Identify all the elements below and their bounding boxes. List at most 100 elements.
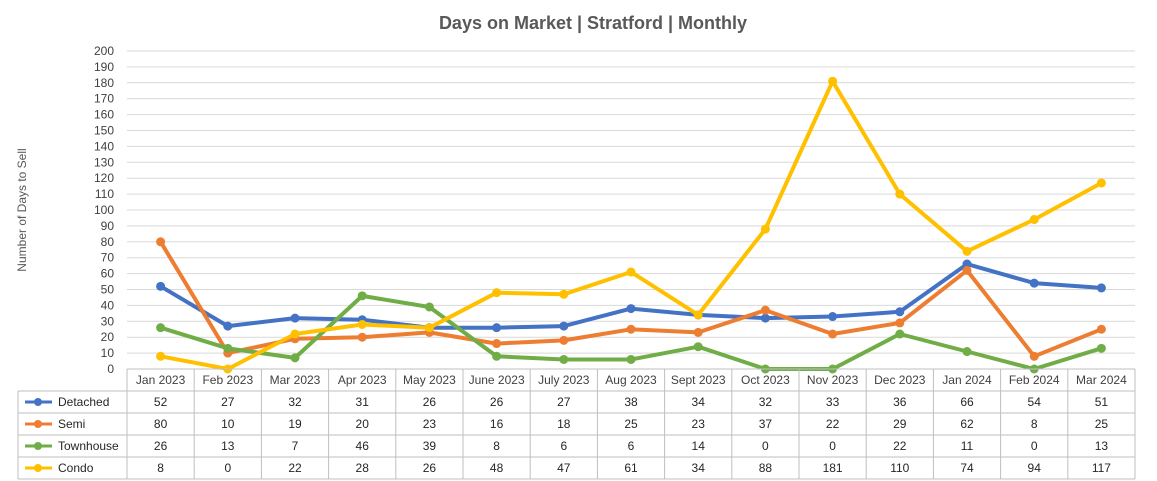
data-point-semi: [895, 318, 905, 328]
table-cell: 0: [829, 439, 836, 453]
table-cell: 27: [557, 395, 571, 409]
data-point-semi: [357, 332, 367, 342]
table-cell: 26: [423, 395, 437, 409]
y-tick-label: 0: [107, 362, 114, 376]
table-cell: 19: [288, 417, 302, 431]
table-cell: 0: [224, 461, 231, 475]
data-point-semi: [626, 324, 636, 334]
table-cell: 7: [292, 439, 299, 453]
data-table: Jan 2023 Feb 2023 Mar 2023 Apr 2023 May 2023…: [17, 368, 1136, 480]
data-point-semi: [760, 305, 770, 315]
table-cell: 25: [624, 417, 638, 431]
table-cell: 31: [356, 395, 370, 409]
data-point-townhouse: [559, 354, 569, 364]
table-cell: 0: [762, 439, 769, 453]
table-cell: 26: [423, 461, 437, 475]
table-cell: 14: [692, 439, 706, 453]
table-cell: 18: [557, 417, 571, 431]
x-tick-label: Nov 2023: [807, 373, 859, 387]
table-cell: 32: [288, 395, 302, 409]
data-point-townhouse: [1096, 343, 1106, 353]
table-cell: 34: [692, 461, 706, 475]
y-tick-label: 120: [94, 171, 114, 185]
data-point-detached: [492, 323, 502, 333]
table-cell: 66: [960, 395, 974, 409]
y-axis-label: Number of Days to Sell: [15, 148, 29, 271]
data-point-semi: [1096, 324, 1106, 334]
data-point-condo: [1096, 178, 1106, 188]
table-cell: 94: [1028, 461, 1042, 475]
table-cell: 52: [154, 395, 168, 409]
y-tick-label: 50: [101, 283, 115, 297]
table-cell: 37: [759, 417, 773, 431]
x-tick-label: Feb 2024: [1009, 373, 1060, 387]
y-tick-label: 100: [94, 203, 114, 217]
table-cell: 34: [692, 395, 706, 409]
data-point-semi: [962, 265, 972, 275]
data-point-townhouse: [895, 329, 905, 339]
legend-key-marker: [34, 442, 42, 450]
table-cell: 39: [423, 439, 437, 453]
data-point-detached: [760, 313, 770, 323]
data-point-condo: [559, 289, 569, 299]
y-tick-label: 170: [94, 92, 114, 106]
data-point-townhouse: [156, 323, 166, 333]
legend-label: Detached: [58, 395, 109, 409]
table-cell: 6: [560, 439, 567, 453]
table-cell: 10: [221, 417, 235, 431]
table-cell: 88: [759, 461, 773, 475]
data-point-condo: [895, 189, 905, 199]
x-tick-label: Aug 2023: [605, 373, 657, 387]
data-point-detached: [962, 259, 972, 269]
y-tick-label: 60: [101, 267, 115, 281]
table-cell: 32: [759, 395, 773, 409]
data-point-detached: [559, 321, 569, 331]
x-tick-label: June 2023: [469, 373, 525, 387]
y-tick-label: 40: [101, 298, 115, 312]
chart-title: Days on Market | Stratford | Monthly: [439, 13, 747, 33]
legend-key-marker: [34, 420, 42, 428]
table-cell: 26: [490, 395, 504, 409]
y-tick-label: 10: [101, 346, 115, 360]
data-point-detached: [895, 307, 905, 317]
table-cell: 27: [221, 395, 235, 409]
table-cell: 181: [823, 461, 843, 475]
x-tick-label: Oct 2023: [741, 373, 790, 387]
table-cell: 16: [490, 417, 504, 431]
legend-label: Semi: [58, 417, 85, 431]
data-point-semi: [156, 237, 166, 247]
data-point-townhouse: [626, 354, 636, 364]
data-point-detached: [223, 321, 233, 331]
data-point-semi: [559, 335, 569, 345]
series-semi: [156, 237, 1106, 361]
table-cell: 117: [1092, 461, 1111, 475]
x-tick-label: July 2023: [538, 373, 590, 387]
table-cell: 74: [960, 461, 974, 475]
legend-key-marker: [34, 464, 42, 472]
table-cell: 29: [893, 417, 907, 431]
data-point-townhouse: [290, 353, 300, 363]
x-tick-label: Sept 2023: [671, 373, 726, 387]
table-cell: 11: [961, 439, 974, 453]
series-condo: [156, 76, 1106, 374]
data-point-detached: [626, 304, 636, 314]
data-point-semi: [693, 327, 703, 337]
table-cell: 25: [1095, 417, 1109, 431]
table-cell: 8: [1031, 417, 1038, 431]
table-cell: 110: [890, 461, 909, 475]
x-tick-label: Jan 2024: [942, 373, 992, 387]
table-cell: 22: [826, 417, 840, 431]
data-point-condo: [357, 319, 367, 329]
data-point-detached: [156, 281, 166, 291]
y-tick-label: 80: [101, 235, 115, 249]
table-cell: 22: [288, 461, 302, 475]
data-point-townhouse: [357, 291, 367, 301]
data-point-condo: [290, 329, 300, 339]
data-point-condo: [156, 351, 166, 361]
series-townhouse: [156, 291, 1106, 374]
data-point-semi: [1029, 351, 1039, 361]
table-cell: 8: [157, 461, 164, 475]
